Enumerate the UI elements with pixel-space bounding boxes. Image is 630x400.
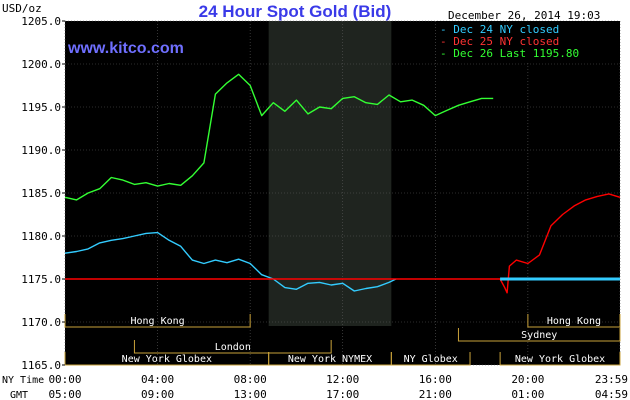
- market-session-box: [499, 352, 621, 366]
- y-tick-label: 1175.0: [21, 273, 61, 286]
- series-line: [64, 73, 494, 201]
- market-session-box: [457, 328, 621, 342]
- x-tick-gmt-label: 01:00: [511, 388, 544, 400]
- market-session-label: New York Globex: [122, 354, 212, 365]
- y-axis-unit-label: USD/oz: [2, 2, 42, 15]
- legend: - Dec 24 NY closed- Dec 25 NY closed- De…: [440, 23, 579, 60]
- market-session-label: Hong Kong: [547, 316, 601, 327]
- chart-title: 24 Hour Spot Gold (Bid): [199, 2, 392, 21]
- market-session-box: [527, 314, 621, 328]
- ny-time-row-label: NY Time: [2, 375, 44, 386]
- x-tick-gmt-label: 09:00: [141, 388, 174, 400]
- x-tick-ny-label: 08:00: [234, 373, 267, 386]
- x-tick-gmt-label: 04:59: [595, 388, 628, 400]
- legend-entry: - Dec 26 Last 1195.80: [440, 47, 579, 60]
- legend-box: [436, 21, 620, 61]
- x-tick-ny-label: 12:00: [326, 373, 359, 386]
- session-shade-layer: [268, 21, 392, 326]
- y-tick-label: 1165.0: [21, 359, 61, 372]
- watermark-url: www.kitco.com: [67, 40, 184, 57]
- market-session-label: Hong Kong: [130, 316, 184, 327]
- y-tick-labels: 1205.0 1200.0 1195.0 1190.0 1185.0 1180.0 1175…: [21, 15, 65, 372]
- x-tick-ny-label: 23:59: [595, 373, 628, 386]
- x-tick-ny-label: 20:00: [511, 373, 544, 386]
- y-tick-label: 1205.0: [21, 15, 61, 28]
- market-session-label: New York NYMEX: [288, 354, 372, 365]
- x-tick-ny-label: 00:00: [48, 373, 81, 386]
- market-session-box: [64, 314, 251, 328]
- x-tick-gmt-label: 05:00: [48, 388, 81, 400]
- market-session-box: [390, 352, 471, 366]
- x-tick-gmt-label: 21:00: [419, 388, 452, 400]
- y-tick-label: 1195.0: [21, 101, 61, 114]
- y-tick-label: 1170.0: [21, 316, 61, 329]
- series-layer: [64, 73, 621, 294]
- x-tick-labels: 00:00 04:00 08:00 12:00 16:00 20:00 23:59 05:00…: [48, 373, 628, 400]
- series-line: [64, 231, 397, 292]
- session-shade: [268, 21, 392, 326]
- x-tick-gmt-label: 17:00: [326, 388, 359, 400]
- legend-entry: - Dec 25 NY closed: [440, 35, 559, 48]
- series-line: [65, 193, 621, 294]
- gmt-row-label: GMT: [10, 390, 28, 400]
- market-session-label: Sydney: [521, 330, 557, 341]
- market-session-label: NY Globex: [404, 354, 458, 365]
- y-tick-label: 1190.0: [21, 144, 61, 157]
- y-tick-label: 1180.0: [21, 230, 61, 243]
- legend-entry: - Dec 24 NY closed: [440, 23, 559, 36]
- timestamp: December 26, 2014 19:03: [448, 9, 600, 22]
- x-tick-ny-label: 16:00: [419, 373, 452, 386]
- market-session-label: New York Globex: [515, 354, 605, 365]
- y-tick-label: 1200.0: [21, 58, 61, 71]
- market-session-box: [133, 340, 332, 354]
- y-tick-label: 1185.0: [21, 187, 61, 200]
- x-tick-ny-label: 04:00: [141, 373, 174, 386]
- x-tick-gmt-label: 13:00: [234, 388, 267, 400]
- market-session-label: London: [215, 342, 251, 353]
